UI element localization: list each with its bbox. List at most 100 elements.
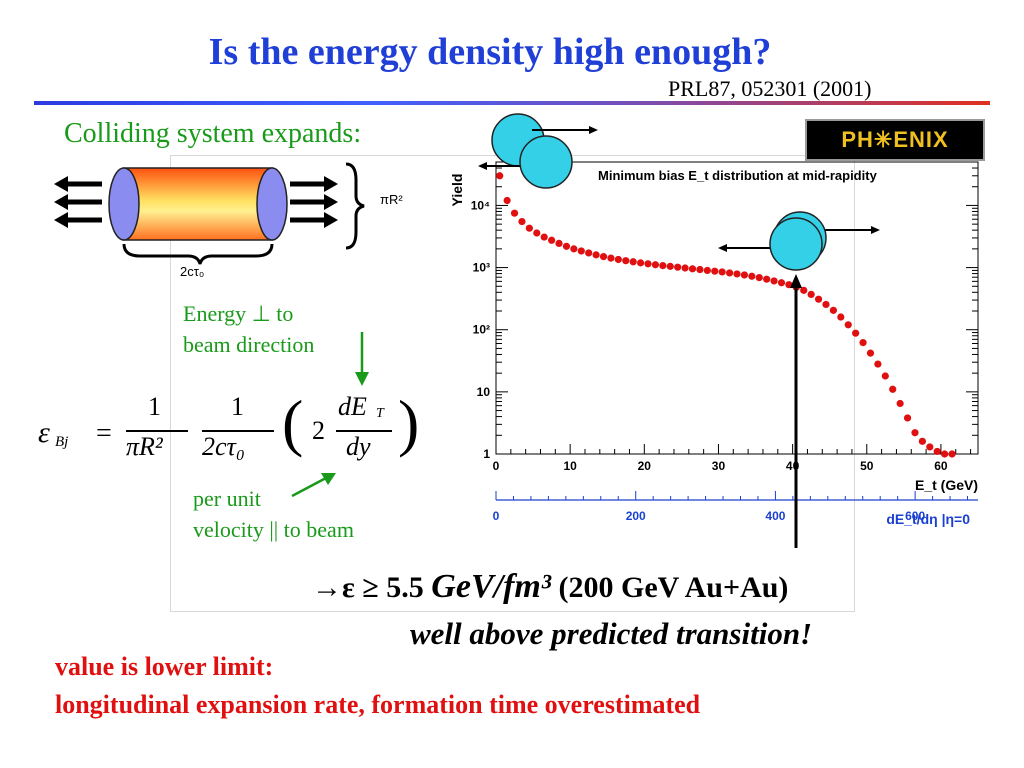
chart-title: Minimum bias E_t distribution at mid-rap…	[598, 168, 877, 183]
data-point	[763, 275, 771, 283]
nuclei-overlay	[478, 113, 880, 271]
y-tick-label: 10²	[473, 323, 490, 337]
chart-axes	[495, 161, 979, 501]
eq-frac2-den: 2cτ₀	[202, 432, 245, 461]
data-point	[622, 257, 630, 265]
x2-tick-label: 600	[905, 509, 925, 523]
fireball-cylinder	[123, 167, 273, 241]
y-tick-label: 10³	[473, 261, 490, 275]
data-point	[859, 339, 867, 347]
data-point	[629, 258, 637, 266]
pi-r2-label: πR²	[380, 192, 403, 207]
title-divider	[34, 101, 990, 105]
x-tick-label: 30	[712, 459, 726, 473]
eq-equals: =	[96, 418, 112, 449]
data-point	[688, 265, 697, 273]
data-point	[881, 372, 889, 380]
x2-axis-label: dE_t/dη |η=0	[886, 511, 970, 527]
x2-tick-label: 200	[626, 509, 646, 523]
plot-box	[495, 161, 979, 455]
eq-epsilon-sub: Bj	[55, 434, 69, 450]
data-point	[548, 236, 556, 244]
y-tick-label: 10	[477, 385, 491, 399]
data-point	[911, 429, 919, 437]
data-point	[510, 209, 519, 217]
data-point	[644, 260, 652, 268]
x-tick-label: 50	[860, 459, 874, 473]
eq-frac1-den: πR²	[126, 432, 163, 461]
well-above-text: well above predicted transition!	[410, 616, 813, 651]
data-point	[918, 437, 926, 445]
reference-citation: PRL87, 052301 (2001)	[668, 76, 872, 101]
slide-title: Is the energy density high enough?	[208, 31, 772, 73]
data-point	[533, 229, 541, 237]
data-point	[496, 172, 504, 180]
eq-deriv-bar	[336, 430, 392, 432]
eq-left-paren: (	[282, 387, 304, 458]
data-point	[503, 196, 511, 205]
eq-deriv-den: dy	[346, 432, 371, 461]
eq-right-paren: )	[398, 387, 420, 458]
energy-perp-line2: beam direction	[183, 332, 315, 357]
nucleus-top-2	[478, 135, 573, 189]
per-unit-line1: per unit	[193, 486, 261, 511]
nucleus-central	[718, 211, 880, 271]
data-point	[614, 255, 622, 264]
energy-perp-line1: Energy ⊥ to	[183, 301, 294, 326]
colliding-label: Colliding system expands:	[64, 118, 362, 149]
length-brace	[122, 243, 274, 265]
data-point	[518, 217, 526, 226]
bjorken-equation: ε Bj = 1 πR² 1 2cτ₀ ( 2 dE T dy )	[38, 387, 438, 470]
data-point	[889, 385, 897, 393]
data-point	[941, 450, 949, 458]
data-point	[555, 239, 563, 247]
eq-frac1-bar	[126, 430, 188, 432]
data-point	[755, 273, 763, 282]
data-point	[740, 271, 749, 279]
perunit-green-arrow	[291, 473, 336, 498]
data-point	[748, 272, 756, 280]
data-point	[822, 300, 830, 309]
data-point	[540, 233, 548, 241]
eq-deriv-num: dE	[338, 392, 367, 421]
left-arrows	[54, 176, 102, 228]
data-point	[800, 286, 808, 294]
x2-tick-label: 0	[493, 509, 500, 523]
y-axis-label: Yield	[449, 174, 465, 207]
energy-green-arrow	[355, 332, 369, 386]
data-point	[659, 262, 667, 270]
central-marker-arrow	[790, 274, 802, 548]
data-point	[585, 249, 593, 257]
energy-perp-label: Energy ⊥ to beam direction	[183, 298, 314, 360]
data-point	[896, 399, 904, 408]
data-point	[777, 279, 786, 287]
per-unit-line2: velocity || to beam	[193, 517, 354, 542]
data-point	[674, 263, 682, 271]
data-point	[562, 242, 571, 250]
x-tick-label: 10	[563, 459, 577, 473]
x-tick-label: 20	[638, 459, 652, 473]
eq-frac2-num: 1	[231, 392, 244, 421]
data-point	[607, 254, 615, 262]
eq-frac2-bar	[202, 430, 274, 432]
lower-limit-line1: value is lower limit:	[55, 652, 274, 681]
data-point	[570, 245, 578, 253]
result-system: (200 GeV Au+Au)	[551, 571, 789, 604]
data-point	[703, 266, 711, 275]
eq-frac1-num: 1	[148, 392, 161, 421]
chart-points	[496, 172, 956, 458]
data-point	[592, 251, 600, 259]
y-tick-label: 1	[483, 447, 490, 461]
per-unit-label: per unit velocity || to beam	[193, 483, 354, 545]
data-point	[837, 313, 845, 321]
data-point	[852, 329, 860, 337]
data-point	[770, 277, 778, 285]
data-point	[711, 267, 719, 275]
lower-limit-line2: longitudinal expansion rate, formation t…	[55, 690, 701, 719]
x-tick-label: 0	[493, 459, 500, 473]
phenix-logo: PH✳ENIX	[805, 119, 985, 161]
right-arrows	[290, 176, 338, 228]
eq-factor: 2	[312, 416, 325, 445]
